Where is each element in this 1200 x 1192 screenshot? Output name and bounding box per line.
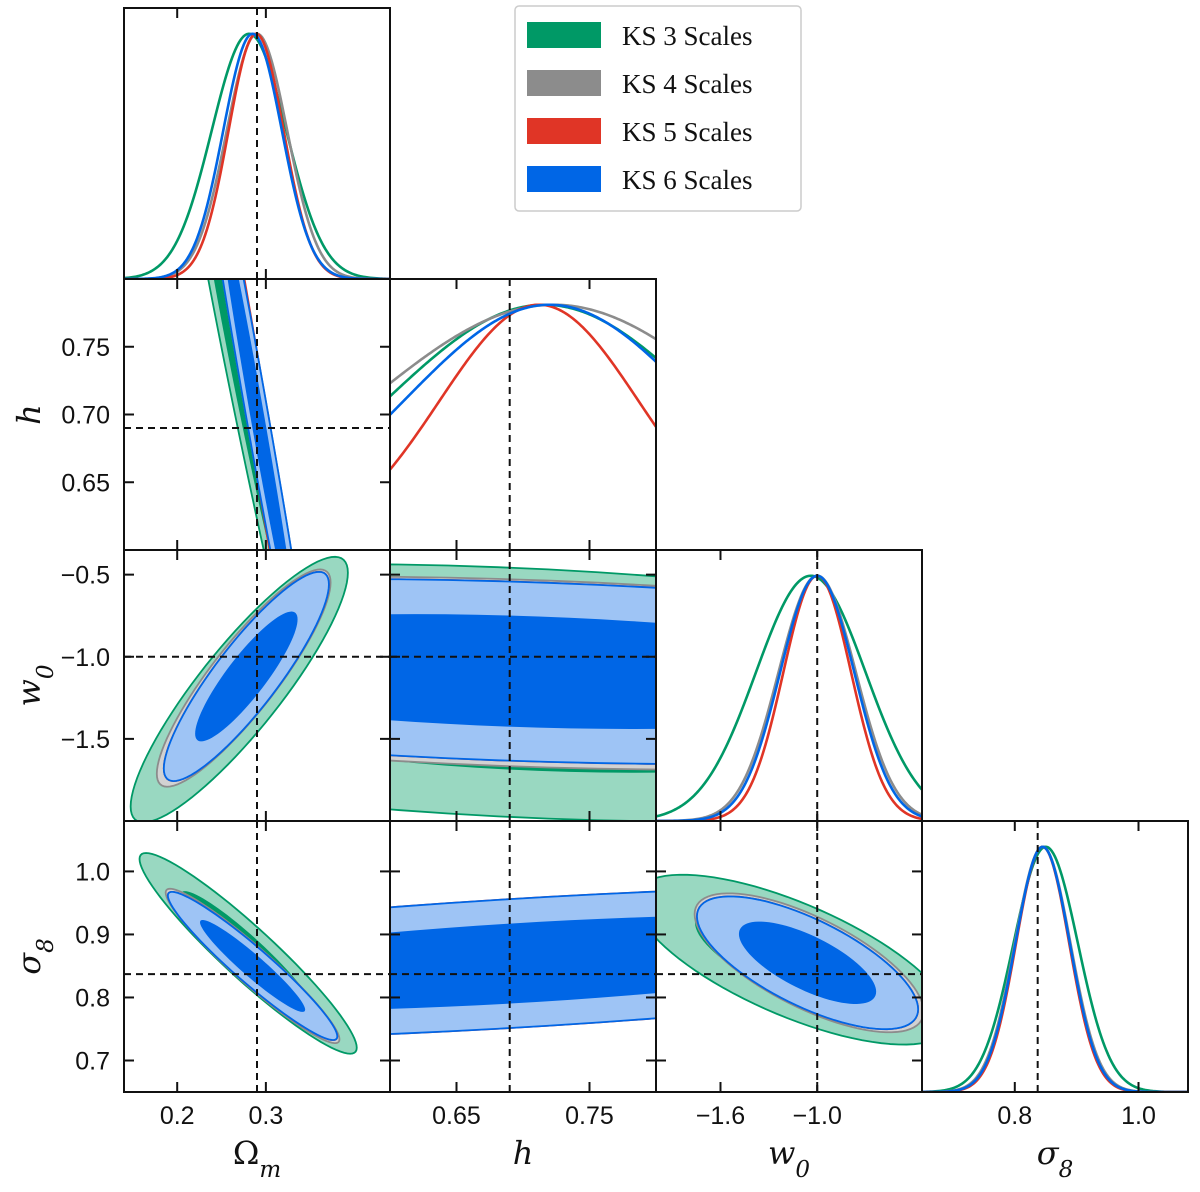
legend-swatch-ks6 — [527, 166, 601, 192]
xtick-label-h: 0.75 — [565, 1102, 614, 1130]
x-axis-title-s8: σ8 — [1037, 1134, 1073, 1183]
ytick-label-w0: −1.0 — [61, 644, 110, 672]
panels-layer — [124, 8, 1188, 1092]
marginal-curve-ks-4-scales-s8 — [922, 845, 1188, 1092]
marginal-panel-Om — [124, 8, 390, 279]
y-axis-title-w0: w0 — [10, 664, 59, 706]
marginal-curve-ks-6-scales-h — [390, 303, 656, 416]
xtick-label-s8: 0.8 — [997, 1102, 1032, 1130]
frames-layer — [123, 7, 1189, 1093]
marginal-curve-ks-5-scales-s8 — [922, 845, 1188, 1092]
legend-swatch-ks4 — [527, 70, 601, 96]
contour-panel-Om-h — [124, 279, 390, 550]
marginal-curve-ks-3-scales-s8 — [922, 845, 1188, 1092]
ytick-label-s8: 0.9 — [75, 921, 110, 949]
contour-68-ks-6-scales-h-s8 — [390, 916, 656, 1009]
legend: KS 3 Scales KS 4 Scales KS 5 Scales KS 6… — [514, 5, 802, 212]
marginal-panel-s8 — [922, 821, 1188, 1092]
contour-68-ks-6-scales-Om-w0 — [195, 611, 298, 742]
panel-frame-s8-s8 — [921, 820, 1189, 1093]
legend-label-ks4: KS 4 Scales — [622, 69, 753, 99]
ytick-label-w0: −0.5 — [61, 562, 110, 590]
xtick-label-w0: −1.0 — [793, 1102, 842, 1130]
y-axis-title-h: h — [10, 404, 48, 425]
xtick-label-s8: 1.0 — [1121, 1102, 1156, 1130]
x-axis-title-w0: w0 — [768, 1134, 810, 1183]
ytick-label-s8: 0.8 — [75, 984, 110, 1012]
marginal-curve-ks-3-scales-w0 — [656, 574, 922, 818]
marginal-panel-w0 — [656, 550, 922, 821]
ytick-label-w0: −1.5 — [61, 726, 110, 754]
ytick-label-h: 0.70 — [61, 402, 110, 430]
ytick-label-h: 0.65 — [61, 469, 110, 497]
marginal-curve-ks-4-scales-h — [390, 303, 656, 385]
xtick-label-Om: 0.2 — [160, 1102, 195, 1130]
legend-label-ks5: KS 5 Scales — [622, 117, 753, 147]
ytick-label-s8: 0.7 — [75, 1047, 110, 1075]
contour-68-ks-6-scales-w0-s8 — [738, 921, 877, 1004]
legend-frame — [514, 5, 802, 212]
legend-swatch-ks5 — [527, 118, 601, 144]
contour-68-ks-6-scales-Om-s8 — [200, 919, 306, 1012]
contour-panel-Om-w0 — [124, 550, 390, 821]
x-axis-title-h: h — [513, 1134, 534, 1172]
contour-panel-Om-s8 — [124, 821, 390, 1092]
contour-panel-h-s8 — [390, 821, 656, 1092]
marginal-curve-ks-6-scales-s8 — [922, 845, 1188, 1092]
x-axis-title-Om: Ωm — [233, 1134, 281, 1183]
xtick-label-h: 0.65 — [432, 1102, 481, 1130]
legend-label-ks3: KS 3 Scales — [622, 21, 753, 51]
marginal-curve-ks-6-scales-w0 — [656, 574, 922, 821]
marginal-curve-ks-3-scales-Om — [124, 32, 390, 279]
ytick-label-s8: 1.0 — [75, 858, 110, 886]
legend-label-ks6: KS 6 Scales — [622, 165, 753, 195]
xtick-label-Om: 0.3 — [248, 1102, 283, 1130]
contour-panel-w0-s8 — [656, 821, 922, 1092]
contour-panel-h-w0 — [390, 550, 656, 821]
y-axis-title-s8: σ8 — [10, 938, 59, 974]
contour-68-ks-6-scales-h-w0 — [390, 614, 656, 729]
ytick-label-h: 0.75 — [61, 334, 110, 362]
marginal-curve-ks-5-scales-w0 — [656, 574, 922, 821]
legend-swatch-ks3 — [527, 22, 601, 48]
marginal-panel-h — [390, 279, 656, 550]
xtick-label-w0: −1.6 — [696, 1102, 745, 1130]
